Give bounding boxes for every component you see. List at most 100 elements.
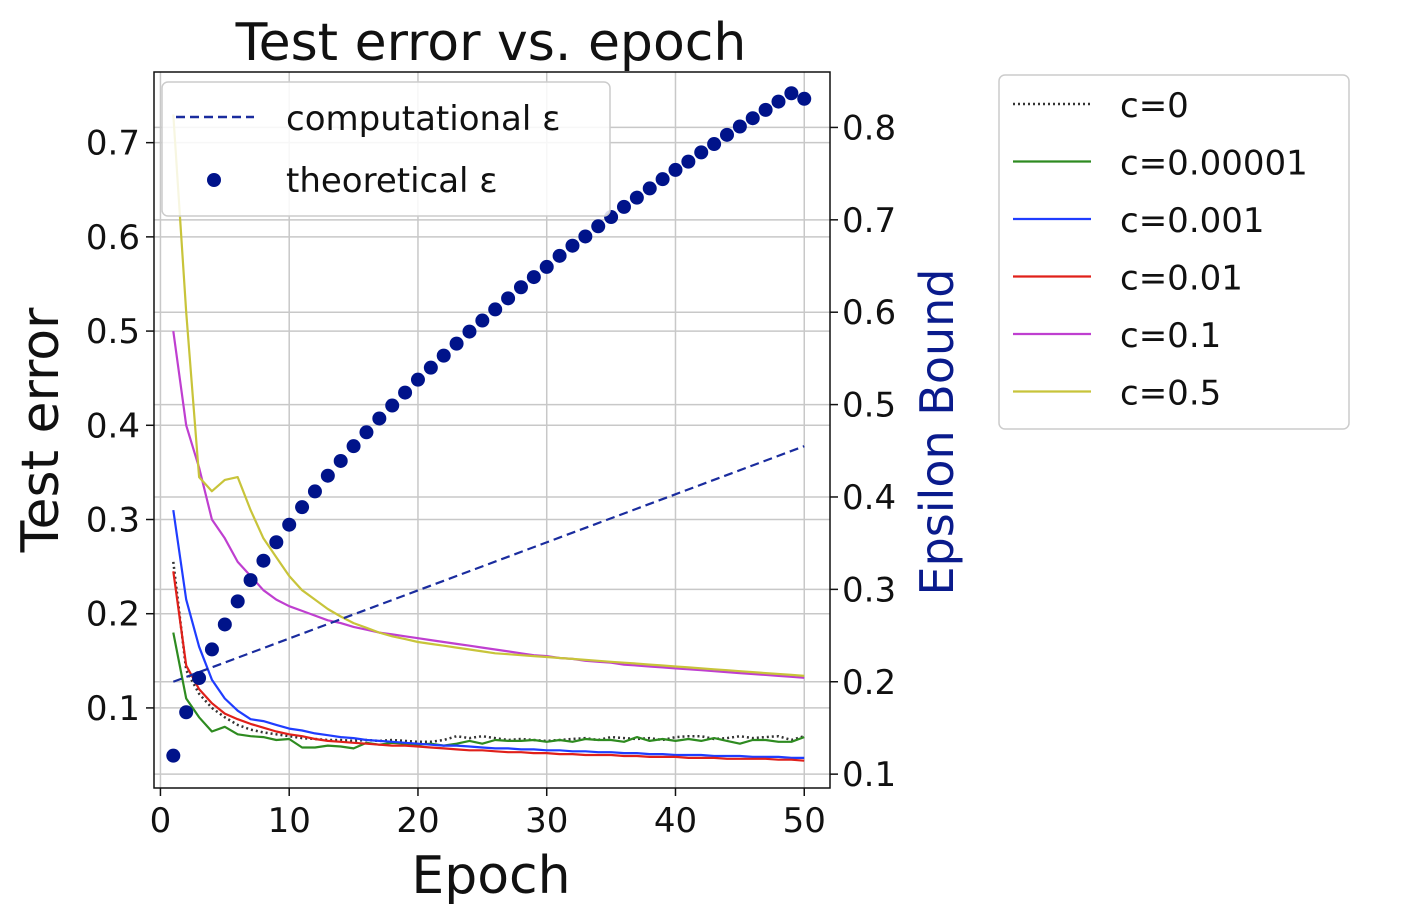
x-tick-label: 20 [396,801,439,841]
series-legend-box [998,74,1350,430]
theoretical-epsilon-point [320,468,335,483]
series-line-c=0 [172,561,805,744]
theoretical-epsilon-point [449,336,464,351]
theoretical-epsilon-point [629,190,644,205]
y-tick-label: 0.3 [86,501,140,541]
theoretical-epsilon-point [501,291,516,306]
theoretical-epsilon-point [681,154,696,169]
y-tick-label: 0.4 [86,406,140,446]
y2-tick-label: 0.6 [842,293,896,333]
theoretical-epsilon-point [282,517,297,532]
theoretical-epsilon-point [436,348,451,363]
theoretical-epsilon-point [462,324,477,339]
epsilon-layer [166,86,812,763]
legend-label-c=0.00001: c=0.00001 [1120,144,1308,184]
legend-label-c=0: c=0 [1120,86,1189,126]
x-axis-ticks: 0 10 20 30 40 50 [150,788,826,841]
theoretical-epsilon-point [410,372,425,387]
legend-marker-theoretical [207,173,221,187]
y2-tick-label: 0.1 [842,755,896,795]
theoretical-epsilon-point [719,127,734,142]
theoretical-epsilon-point [591,219,606,234]
y2-tick-label: 0.7 [842,201,896,241]
legend-label-c=0.001: c=0.001 [1120,201,1265,241]
theoretical-epsilon-point [797,91,812,106]
y2-axis-ticks: 0.1 0.2 0.3 0.4 0.5 0.6 0.7 0.8 [830,108,896,795]
chart-title: Test error vs. epoch [235,13,747,73]
x-tick-label: 10 [268,801,311,841]
theoretical-epsilon-point [269,535,284,550]
y-tick-label: 0.1 [86,689,140,729]
theoretical-epsilon-point [230,594,245,609]
epsilon-legend: computational ε theoretical ε [161,81,611,217]
theoretical-epsilon-point [333,453,348,468]
theoretical-epsilon-point [204,642,219,657]
x-tick-label: 30 [525,801,568,841]
theoretical-epsilon-point [694,145,709,160]
x-tick-label: 50 [783,801,826,841]
theoretical-epsilon-point [217,617,232,632]
theoretical-epsilon-point [578,229,593,244]
theoretical-epsilon-point [745,111,760,126]
x-axis-label: Epoch [411,846,570,906]
theoretical-epsilon-point [642,181,657,196]
theoretical-epsilon-point [539,259,554,274]
theoretical-epsilon-point [771,94,786,109]
y2-axis-label: Epsilon Bound [910,269,964,596]
theoretical-epsilon-point [732,119,747,134]
legend-label-theoretical: theoretical ε [286,161,498,201]
y2-tick-label: 0.4 [842,478,896,518]
theoretical-epsilon-point [307,484,322,499]
legend-label-c=0.5: c=0.5 [1120,374,1221,414]
x-tick-label: 0 [150,801,172,841]
x-tick-label: 40 [654,801,697,841]
plot-frame [153,71,831,789]
theoretical-epsilon-point [179,705,194,720]
theoretical-epsilon-point [655,172,670,187]
theoretical-epsilon-point [398,385,413,400]
y2-tick-label: 0.5 [842,386,896,426]
y-tick-label: 0.5 [86,312,140,352]
theoretical-epsilon-point [513,280,528,295]
y-tick-label: 0.2 [86,595,140,635]
computational-epsilon-line [172,445,805,683]
y2-tick-label: 0.8 [842,108,896,148]
theoretical-epsilon-point [758,102,773,117]
theoretical-epsilon-point [192,671,207,686]
y-tick-label: 0.6 [86,218,140,258]
theoretical-epsilon-point [295,500,310,515]
theoretical-epsilon-point [784,86,799,101]
theoretical-epsilon-point [385,398,400,413]
theoretical-epsilon-point [616,199,631,214]
legend-label-c=0.01: c=0.01 [1120,259,1243,299]
series-layer [172,114,805,762]
legend-label-computational: computational ε [286,99,561,139]
theoretical-epsilon-point [346,439,361,454]
series-line-c=0.1 [172,330,805,679]
series-line-c=0.01 [172,571,805,762]
y2-tick-label: 0.2 [842,663,896,703]
series-legend: c=0 c=0.00001 c=0.001 c=0.01 c=0.1 c=0.5 [998,74,1350,430]
theoretical-epsilon-point [488,302,503,317]
theoretical-epsilon-point [166,748,181,763]
y2-tick-label: 0.3 [842,570,896,610]
theoretical-epsilon-point [423,360,438,375]
theoretical-epsilon-point [707,137,722,152]
theoretical-epsilon-point [372,411,387,426]
theoretical-epsilon-point [526,270,541,285]
series-line-c=0.00001 [172,632,805,750]
epsilon-legend-box [161,81,611,217]
y-axis-ticks: 0.1 0.2 0.3 0.4 0.5 0.6 0.7 [86,124,154,729]
theoretical-epsilon-point [256,553,271,568]
theoretical-epsilon-point [668,162,683,177]
theoretical-epsilon-point [359,425,374,440]
theoretical-epsilon-point [475,313,490,328]
legend-label-c=0.1: c=0.1 [1120,316,1221,356]
theoretical-epsilon-point [565,238,580,253]
series-line-c=0.5 [172,114,805,677]
theoretical-epsilon-point [552,248,567,263]
y-tick-label: 0.7 [86,124,140,164]
y-axis-label: Test error [11,307,71,553]
theoretical-epsilon-point [243,573,258,588]
series-line-c=0.001 [172,509,805,760]
